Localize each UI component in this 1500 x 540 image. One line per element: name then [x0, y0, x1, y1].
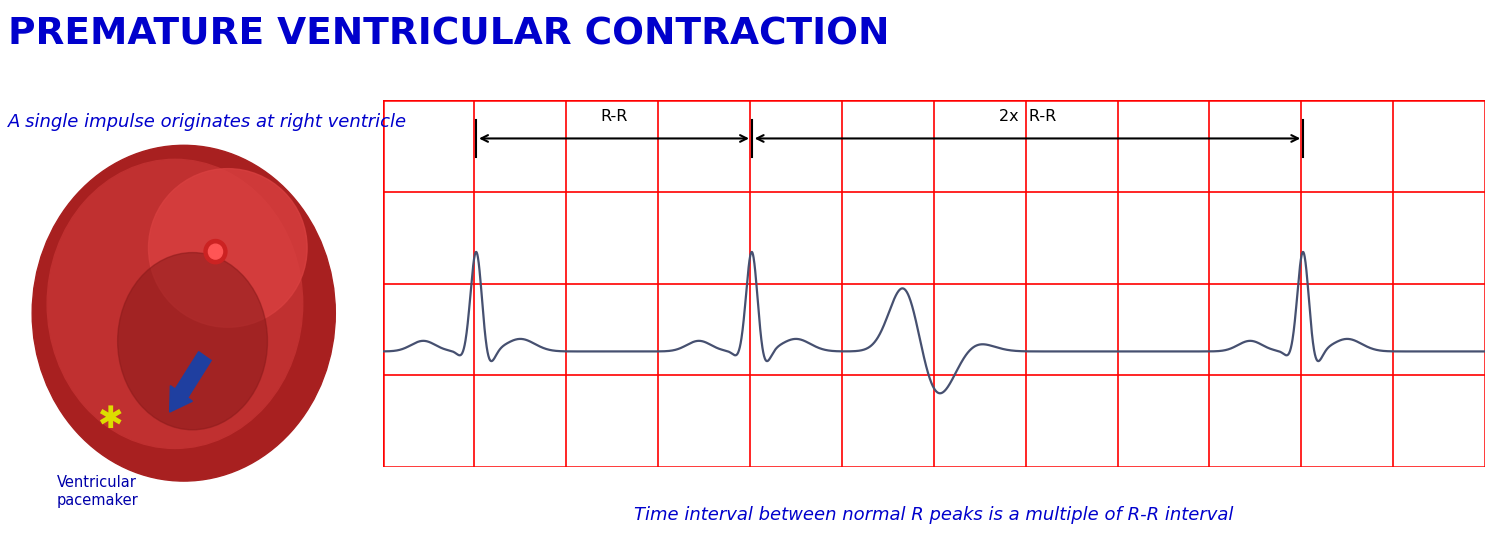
Text: Ventricular
pacemaker: Ventricular pacemaker	[57, 476, 138, 508]
Text: 2x  R-R: 2x R-R	[999, 109, 1056, 124]
Circle shape	[204, 240, 226, 264]
Ellipse shape	[46, 159, 303, 448]
Text: A single impulse originates at right ventricle: A single impulse originates at right ven…	[8, 113, 406, 131]
Ellipse shape	[32, 145, 336, 481]
Text: ✱: ✱	[98, 405, 123, 434]
Ellipse shape	[117, 253, 267, 430]
Circle shape	[209, 244, 222, 259]
Text: PREMATURE VENTRICULAR CONTRACTION: PREMATURE VENTRICULAR CONTRACTION	[8, 16, 890, 52]
Ellipse shape	[148, 168, 308, 327]
Text: R-R: R-R	[600, 109, 627, 124]
FancyArrow shape	[170, 352, 211, 412]
Text: Time interval between normal R peaks is a multiple of R-R interval: Time interval between normal R peaks is …	[634, 506, 1233, 524]
